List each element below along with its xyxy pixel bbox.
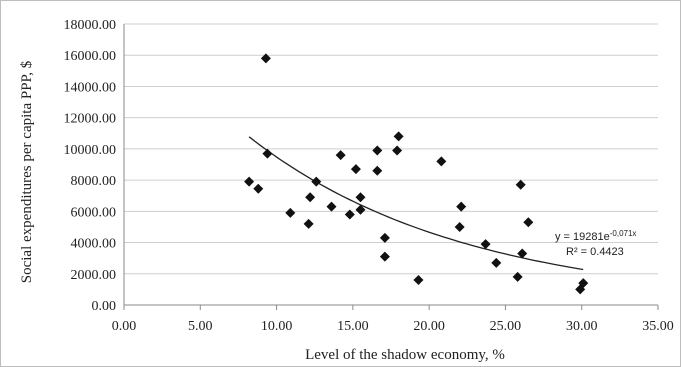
data-point	[379, 251, 390, 262]
data-point	[379, 232, 390, 243]
data-point	[253, 183, 264, 194]
axes	[123, 24, 659, 310]
trendline-equation-base: y = 19281e	[555, 231, 610, 243]
data-point	[303, 218, 314, 229]
data-point	[344, 209, 355, 220]
data-point	[285, 207, 296, 218]
y-tick-label: 12000.00	[64, 112, 117, 127]
data-point	[260, 53, 271, 64]
data-point	[335, 150, 346, 161]
trendline-equation: y = 19281e-0,071x	[555, 229, 636, 243]
x-tick-label: 15.00	[337, 319, 369, 334]
y-tick-label: 18000.00	[64, 18, 117, 33]
y-tick-label: 8000.00	[71, 174, 117, 189]
y-tick-label: 10000.00	[64, 143, 117, 158]
data-point	[244, 176, 255, 187]
data-point	[393, 131, 404, 142]
data-point	[454, 221, 465, 232]
y-tick-label: 4000.00	[71, 237, 117, 252]
data-point	[413, 275, 424, 286]
y-tick-label: 16000.00	[64, 49, 117, 64]
x-tick-label: 0.00	[112, 319, 137, 334]
x-tick-label: 10.00	[261, 319, 293, 334]
data-point	[491, 257, 502, 268]
data-point	[436, 156, 447, 167]
data-point	[480, 239, 491, 250]
data-point	[392, 145, 403, 156]
data-point	[523, 217, 534, 228]
data-point	[512, 271, 523, 282]
data-point	[372, 145, 383, 156]
x-tick-labels: 0.00 5.00 10.00 15.00 20.00 25.00 30.00 35.00	[112, 319, 674, 334]
y-axis-title: Social expenditures per capita PPP, $	[19, 60, 35, 283]
data-point	[515, 179, 526, 190]
x-axis-title: Level of the shadow economy, %	[305, 347, 505, 363]
trendline-equation-exponent: -0,071x	[610, 229, 637, 238]
data-point	[350, 164, 361, 175]
x-tick-label: 35.00	[642, 319, 674, 334]
trendline	[248, 136, 584, 271]
y-tick-label: 2000.00	[71, 268, 117, 283]
data-point	[456, 201, 467, 212]
x-tick-label: 30.00	[566, 319, 598, 334]
y-tick-label: 6000.00	[71, 205, 117, 220]
data-point	[355, 192, 366, 203]
data-point	[305, 192, 316, 203]
data-point	[578, 278, 589, 289]
y-tick-label: 14000.00	[64, 80, 117, 95]
gridlines	[124, 23, 658, 275]
y-tick-label: 0.00	[92, 299, 117, 314]
data-point	[262, 148, 273, 159]
x-tick-label: 25.00	[490, 319, 522, 334]
data-points	[244, 53, 589, 295]
y-tick-labels: 0.00 2000.00 4000.00 6000.00 8000.00 10000.00…	[64, 18, 117, 314]
x-tick-label: 5.00	[188, 319, 213, 334]
data-point	[326, 201, 337, 212]
data-point	[372, 165, 383, 176]
trendline-curve	[248, 136, 584, 271]
x-tick-label: 20.00	[413, 319, 445, 334]
trendline-r2: R² = 0.4423	[566, 246, 624, 258]
data-point	[517, 248, 528, 259]
data-point	[311, 176, 322, 187]
data-point	[355, 204, 366, 215]
